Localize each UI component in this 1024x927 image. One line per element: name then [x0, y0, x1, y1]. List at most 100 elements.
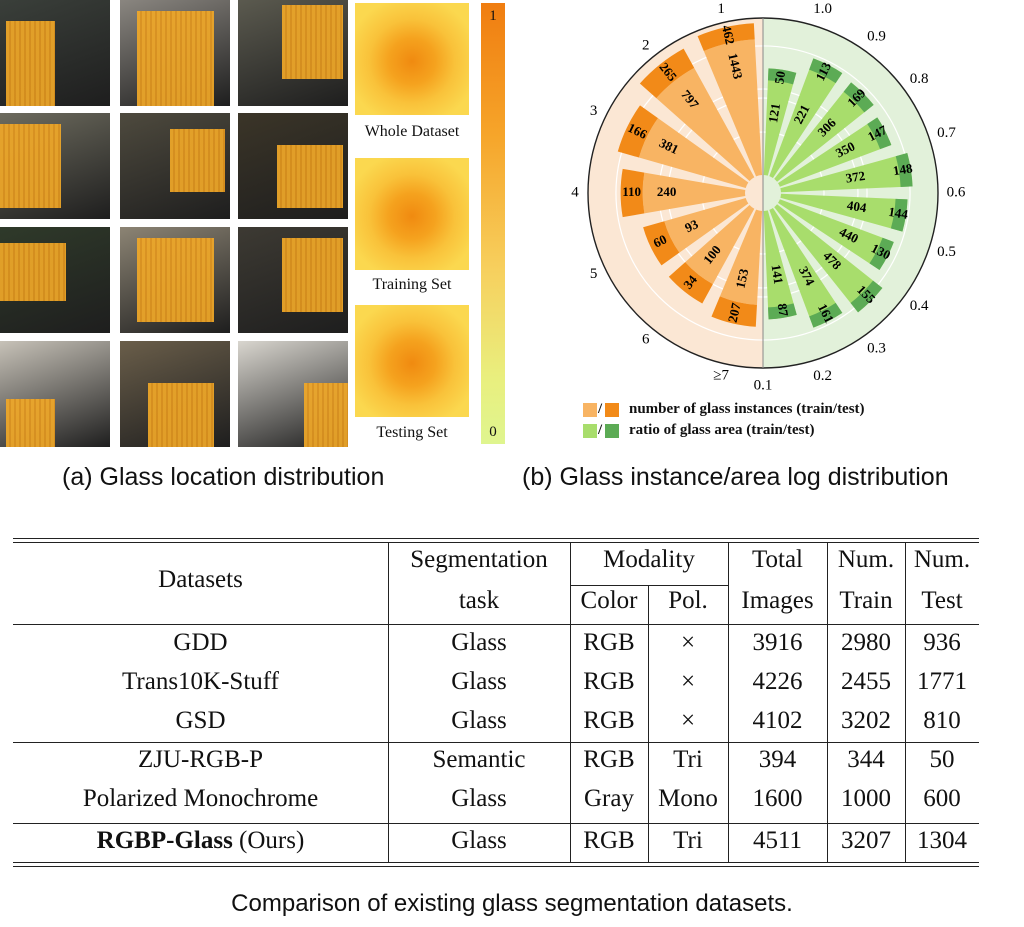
area-inner-label: 372 [845, 168, 867, 186]
polar-bar-chart: 1443462179726523811663240110493605100346… [571, 1, 966, 394]
instance-category-label: 3 [590, 103, 598, 119]
bottom-rule [13, 862, 979, 863]
instance-test-label: 462 [719, 24, 738, 46]
instance-train-bar [656, 67, 755, 182]
legend-label-area: ratio of glass area (train/test) [629, 422, 815, 438]
group-rule [13, 742, 979, 743]
cell-color: RGB [583, 746, 635, 773]
header-seg-task-2: task [458, 587, 500, 614]
ours-name-bold: RGBP-Glass [96, 827, 233, 854]
ours-task: Glass [451, 827, 507, 854]
area-test-bar [767, 68, 797, 85]
cell-pol: × [680, 668, 696, 695]
table-caption: Comparison of existing glass segmentatio… [231, 890, 793, 917]
header-seg-task-1: Segmentation [410, 546, 548, 573]
area-test-bar [895, 153, 913, 187]
instance-test-bar [711, 296, 757, 327]
area-train-bar [763, 68, 797, 176]
area-train-bar [774, 82, 874, 182]
header-pol: Pol. [668, 587, 708, 614]
colorbar [481, 3, 505, 444]
ours-test: 1304 [917, 827, 967, 854]
area-test-bar [809, 302, 843, 328]
area-category-label: 0.6 [947, 184, 966, 200]
glass-mask-overlay [5, 399, 55, 447]
heatmap-label-whole: Whole Dataset [364, 123, 460, 140]
top-rule-2 [13, 542, 979, 543]
area-train-bar [769, 208, 843, 328]
legend-item-instances: / number of glass instances (train/test) [583, 401, 1023, 420]
cell-dataset: ZJU-RGB-P [137, 746, 263, 773]
area-outer-label: 148 [892, 160, 914, 178]
area-test-bar [890, 198, 908, 232]
glass-mask-overlay [282, 5, 343, 80]
glass-mask-overlay [169, 128, 225, 193]
bottom-rule-2 [13, 866, 979, 867]
heatmap-label-testing: Testing Set [376, 424, 448, 441]
area-outer-label: 144 [887, 204, 909, 222]
heatmap-training [355, 158, 469, 270]
area-train-bar [778, 117, 892, 187]
cell-pol: × [680, 629, 696, 656]
cell-test: 600 [923, 785, 961, 812]
cell-total: 394 [758, 746, 797, 773]
example-photo [120, 227, 230, 333]
panel-a-caption: (a) Glass location distribution [62, 463, 385, 491]
ours-color: RGB [583, 827, 635, 854]
example-photo [0, 227, 110, 333]
legend-swatch-area-test [605, 424, 619, 438]
area-category-label: 0.1 [754, 377, 773, 393]
cell-pol: Mono [658, 785, 718, 812]
instance-test-bar [697, 23, 755, 51]
cell-train: 2455 [841, 668, 891, 695]
header-rule [13, 624, 979, 625]
cell-total: 3916 [752, 629, 803, 656]
header-datasets: Datasets [158, 566, 243, 593]
area-test-bar [809, 58, 843, 84]
top-rule [13, 538, 979, 539]
example-photo [238, 341, 348, 447]
example-photo [238, 227, 348, 333]
glass-mask-overlay [136, 10, 214, 106]
cell-color: Gray [584, 785, 634, 812]
cell-color: RGB [583, 629, 635, 656]
area-category-label: 0.3 [867, 341, 886, 357]
glass-mask-overlay [147, 383, 214, 447]
cell-total: 4226 [752, 668, 803, 695]
example-photo [120, 113, 230, 219]
area-train-bar [774, 204, 883, 313]
cell-test: 936 [923, 629, 961, 656]
example-photo [0, 113, 110, 219]
header-train-1: Num. [837, 546, 895, 573]
cell-total: 1600 [752, 785, 803, 812]
glass-mask-overlay [136, 237, 214, 323]
example-photo [120, 0, 230, 106]
cell-train: 344 [847, 746, 885, 773]
instance-train-label: 240 [657, 184, 677, 199]
instance-category-label: 6 [642, 331, 650, 347]
cell-dataset: GDD [173, 629, 228, 656]
heatmap-whole [355, 3, 469, 115]
cell-test: 1771 [917, 668, 967, 695]
cell-train: 1000 [841, 785, 891, 812]
instance-train-bar [642, 172, 746, 214]
instance-test-label: 110 [622, 184, 641, 199]
header-total-2: Images [741, 587, 814, 614]
instance-test-bar [639, 48, 695, 99]
heatmap-label-training: Training Set [372, 276, 452, 293]
example-photo [0, 341, 110, 447]
instance-train-label: 153 [732, 267, 751, 290]
cell-color: RGB [583, 668, 635, 695]
example-photo [238, 0, 348, 106]
cell-train: 2980 [841, 629, 891, 656]
cell-pol: × [680, 707, 696, 734]
area-outer-label: 50 [771, 70, 788, 85]
colorbar-max-label: 1 [489, 8, 497, 24]
area-train-bar [780, 193, 908, 232]
instance-category-label: 4 [571, 184, 579, 200]
area-category-label: 0.8 [910, 71, 929, 87]
instance-train-bar [703, 39, 763, 177]
cell-task: Semantic [432, 746, 526, 773]
instance-category-label: 2 [642, 37, 650, 53]
header-train-2: Train [839, 587, 893, 614]
